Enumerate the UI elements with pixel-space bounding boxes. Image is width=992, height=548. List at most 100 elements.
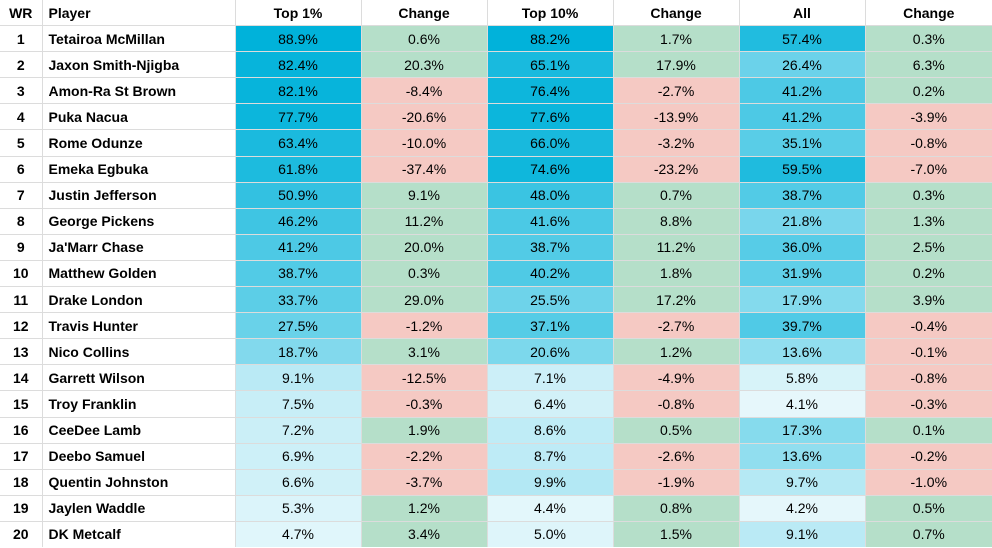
cell-all[interactable]: 57.4% — [738, 25, 866, 53]
cell-chg10[interactable]: -3.2% — [612, 129, 740, 157]
cell-chg1[interactable]: 9.1% — [360, 181, 488, 209]
cell-all[interactable]: 41.2% — [738, 103, 866, 131]
cell-player[interactable]: Puka Nacua — [41, 103, 236, 131]
column-header-chgAll[interactable]: Change — [864, 0, 992, 27]
cell-top1[interactable]: 6.9% — [234, 442, 362, 470]
cell-rank[interactable]: 17 — [0, 442, 43, 470]
cell-player[interactable]: Justin Jefferson — [41, 181, 236, 209]
cell-all[interactable]: 17.9% — [738, 286, 866, 314]
cell-top10[interactable]: 41.6% — [486, 207, 614, 235]
cell-all[interactable]: 9.7% — [738, 468, 866, 496]
cell-top10[interactable]: 8.6% — [486, 416, 614, 444]
cell-top1[interactable]: 41.2% — [234, 233, 362, 261]
cell-rank[interactable]: 8 — [0, 207, 43, 235]
cell-chg1[interactable]: -20.6% — [360, 103, 488, 131]
cell-top10[interactable]: 25.5% — [486, 286, 614, 314]
cell-chg10[interactable]: -1.9% — [612, 468, 740, 496]
cell-chgAll[interactable]: 6.3% — [864, 51, 992, 79]
cell-player[interactable]: Garrett Wilson — [41, 364, 236, 392]
cell-rank[interactable]: 16 — [0, 416, 43, 444]
cell-chgAll[interactable]: -0.3% — [864, 390, 992, 418]
cell-player[interactable]: Travis Hunter — [41, 312, 236, 340]
cell-chg1[interactable]: 0.6% — [360, 25, 488, 53]
cell-chg1[interactable]: 3.4% — [360, 520, 488, 548]
cell-rank[interactable]: 1 — [0, 25, 43, 53]
cell-player[interactable]: Deebo Samuel — [41, 442, 236, 470]
cell-top1[interactable]: 27.5% — [234, 312, 362, 340]
cell-chgAll[interactable]: 0.5% — [864, 494, 992, 522]
cell-all[interactable]: 5.8% — [738, 364, 866, 392]
cell-player[interactable]: Matthew Golden — [41, 259, 236, 288]
cell-chg1[interactable]: -12.5% — [360, 364, 488, 392]
cell-chgAll[interactable]: 2.5% — [864, 233, 992, 261]
cell-chgAll[interactable]: 3.9% — [864, 286, 992, 314]
cell-rank[interactable]: 5 — [0, 129, 43, 157]
cell-top10[interactable]: 76.4% — [486, 77, 614, 105]
cell-player[interactable]: Nico Collins — [41, 338, 236, 366]
cell-chg10[interactable]: -4.9% — [612, 364, 740, 392]
cell-rank[interactable]: 11 — [0, 286, 43, 314]
cell-rank[interactable]: 12 — [0, 312, 43, 340]
cell-chg1[interactable]: -2.2% — [360, 442, 488, 470]
cell-top10[interactable]: 74.6% — [486, 155, 614, 183]
cell-top1[interactable]: 18.7% — [234, 338, 362, 366]
cell-top10[interactable]: 38.7% — [486, 233, 614, 261]
cell-chg10[interactable]: 1.2% — [612, 338, 740, 366]
cell-top1[interactable]: 33.7% — [234, 286, 362, 314]
cell-all[interactable]: 13.6% — [738, 442, 866, 470]
cell-all[interactable]: 13.6% — [738, 338, 866, 366]
column-header-top1[interactable]: Top 1% — [234, 0, 362, 27]
cell-all[interactable]: 4.1% — [738, 390, 866, 418]
column-header-chg1[interactable]: Change — [360, 0, 488, 27]
cell-player[interactable]: George Pickens — [41, 207, 236, 235]
cell-all[interactable]: 35.1% — [738, 129, 866, 157]
cell-chg10[interactable]: 0.8% — [612, 494, 740, 522]
cell-player[interactable]: Tetairoa McMillan — [41, 25, 236, 53]
cell-top1[interactable]: 88.9% — [234, 25, 362, 53]
cell-chg1[interactable]: 3.1% — [360, 338, 488, 366]
cell-chgAll[interactable]: -1.0% — [864, 468, 992, 496]
cell-chg1[interactable]: 1.9% — [360, 416, 488, 444]
cell-top1[interactable]: 4.7% — [234, 520, 362, 548]
cell-rank[interactable]: 13 — [0, 338, 43, 366]
cell-chg10[interactable]: 1.5% — [612, 520, 740, 548]
cell-top1[interactable]: 6.6% — [234, 468, 362, 496]
cell-top10[interactable]: 66.0% — [486, 129, 614, 157]
cell-chgAll[interactable]: -7.0% — [864, 155, 992, 183]
cell-chgAll[interactable]: -3.9% — [864, 103, 992, 131]
column-header-chg10[interactable]: Change — [612, 0, 740, 27]
cell-chgAll[interactable]: 0.3% — [864, 25, 992, 53]
cell-chg10[interactable]: 8.8% — [612, 207, 740, 235]
cell-top10[interactable]: 9.9% — [486, 468, 614, 496]
cell-player[interactable]: Ja'Marr Chase — [41, 233, 236, 261]
cell-rank[interactable]: 3 — [0, 77, 43, 105]
cell-rank[interactable]: 6 — [0, 155, 43, 183]
cell-chgAll[interactable]: -0.8% — [864, 129, 992, 157]
cell-rank[interactable]: 15 — [0, 390, 43, 418]
cell-chg1[interactable]: -10.0% — [360, 129, 488, 157]
cell-player[interactable]: Drake London — [41, 286, 236, 314]
cell-top10[interactable]: 48.0% — [486, 181, 614, 209]
cell-chgAll[interactable]: 0.7% — [864, 520, 992, 548]
column-header-rank[interactable]: WR — [0, 0, 43, 27]
cell-rank[interactable]: 4 — [0, 103, 43, 131]
cell-top1[interactable]: 7.2% — [234, 416, 362, 444]
cell-rank[interactable]: 2 — [0, 51, 43, 79]
cell-top1[interactable]: 61.8% — [234, 155, 362, 183]
cell-chg1[interactable]: -0.3% — [360, 390, 488, 418]
cell-rank[interactable]: 20 — [0, 520, 43, 548]
cell-top10[interactable]: 37.1% — [486, 312, 614, 340]
column-header-all[interactable]: All — [738, 0, 866, 27]
cell-chg10[interactable]: -23.2% — [612, 155, 740, 183]
cell-rank[interactable]: 19 — [0, 494, 43, 522]
cell-all[interactable]: 31.9% — [738, 259, 866, 288]
cell-rank[interactable]: 7 — [0, 181, 43, 209]
column-header-player[interactable]: Player — [41, 0, 236, 27]
cell-chgAll[interactable]: -0.8% — [864, 364, 992, 392]
cell-player[interactable]: Rome Odunze — [41, 129, 236, 157]
cell-chgAll[interactable]: -0.4% — [864, 312, 992, 340]
cell-chg1[interactable]: 20.0% — [360, 233, 488, 261]
cell-player[interactable]: Emeka Egbuka — [41, 155, 236, 183]
cell-chg10[interactable]: -2.7% — [612, 312, 740, 340]
cell-all[interactable]: 21.8% — [738, 207, 866, 235]
